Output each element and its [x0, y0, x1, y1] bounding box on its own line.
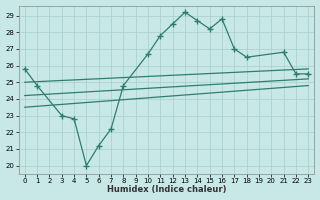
X-axis label: Humidex (Indice chaleur): Humidex (Indice chaleur) — [107, 185, 226, 194]
